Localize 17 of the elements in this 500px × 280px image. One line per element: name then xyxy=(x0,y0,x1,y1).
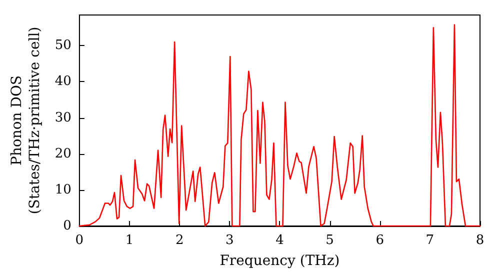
x-tick-label: 7 xyxy=(426,233,434,248)
y-tick-label: 50 xyxy=(54,38,72,54)
y-tick-label: 30 xyxy=(54,110,72,126)
x-tick-label: 4 xyxy=(276,233,284,248)
x-axis-title: Frequency (THz) xyxy=(220,253,340,269)
y-tick-label: 20 xyxy=(54,146,72,162)
x-tick-label: 1 xyxy=(125,233,134,248)
y-tick-label: 10 xyxy=(54,182,72,198)
y-axis-title: Phonon DOS (States/THz·primitive cell) xyxy=(9,26,43,214)
x-tick-label: 0 xyxy=(75,233,84,248)
x-tick-label: 5 xyxy=(326,233,334,248)
x-tick-label: 6 xyxy=(376,233,384,248)
x-tick-label: 2 xyxy=(175,233,184,248)
x-tick-label: 3 xyxy=(226,233,234,248)
y-tick-label: 0 xyxy=(63,218,72,234)
y-tick-label: 40 xyxy=(54,74,72,90)
x-tick-label: 8 xyxy=(476,233,484,248)
